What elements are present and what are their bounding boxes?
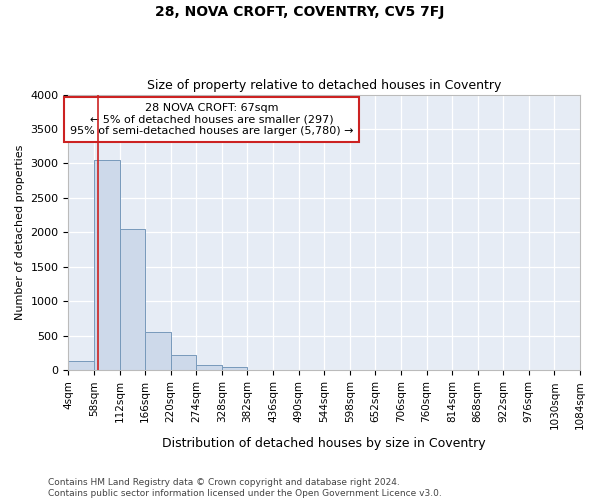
Bar: [145, 332, 171, 370]
Title: Size of property relative to detached houses in Coventry: Size of property relative to detached ho…: [147, 79, 502, 92]
Bar: [68, 362, 94, 370]
Text: 28, NOVA CROFT, COVENTRY, CV5 7FJ: 28, NOVA CROFT, COVENTRY, CV5 7FJ: [155, 5, 445, 19]
Y-axis label: Number of detached properties: Number of detached properties: [15, 145, 25, 320]
Text: Contains HM Land Registry data © Crown copyright and database right 2024.
Contai: Contains HM Land Registry data © Crown c…: [48, 478, 442, 498]
Text: 28 NOVA CROFT: 67sqm
← 5% of detached houses are smaller (297)
95% of semi-detac: 28 NOVA CROFT: 67sqm ← 5% of detached ho…: [70, 103, 353, 136]
Bar: [222, 367, 247, 370]
Bar: [171, 355, 196, 370]
Bar: [119, 229, 145, 370]
Bar: [94, 160, 119, 370]
Bar: [196, 365, 222, 370]
X-axis label: Distribution of detached houses by size in Coventry: Distribution of detached houses by size …: [163, 437, 486, 450]
